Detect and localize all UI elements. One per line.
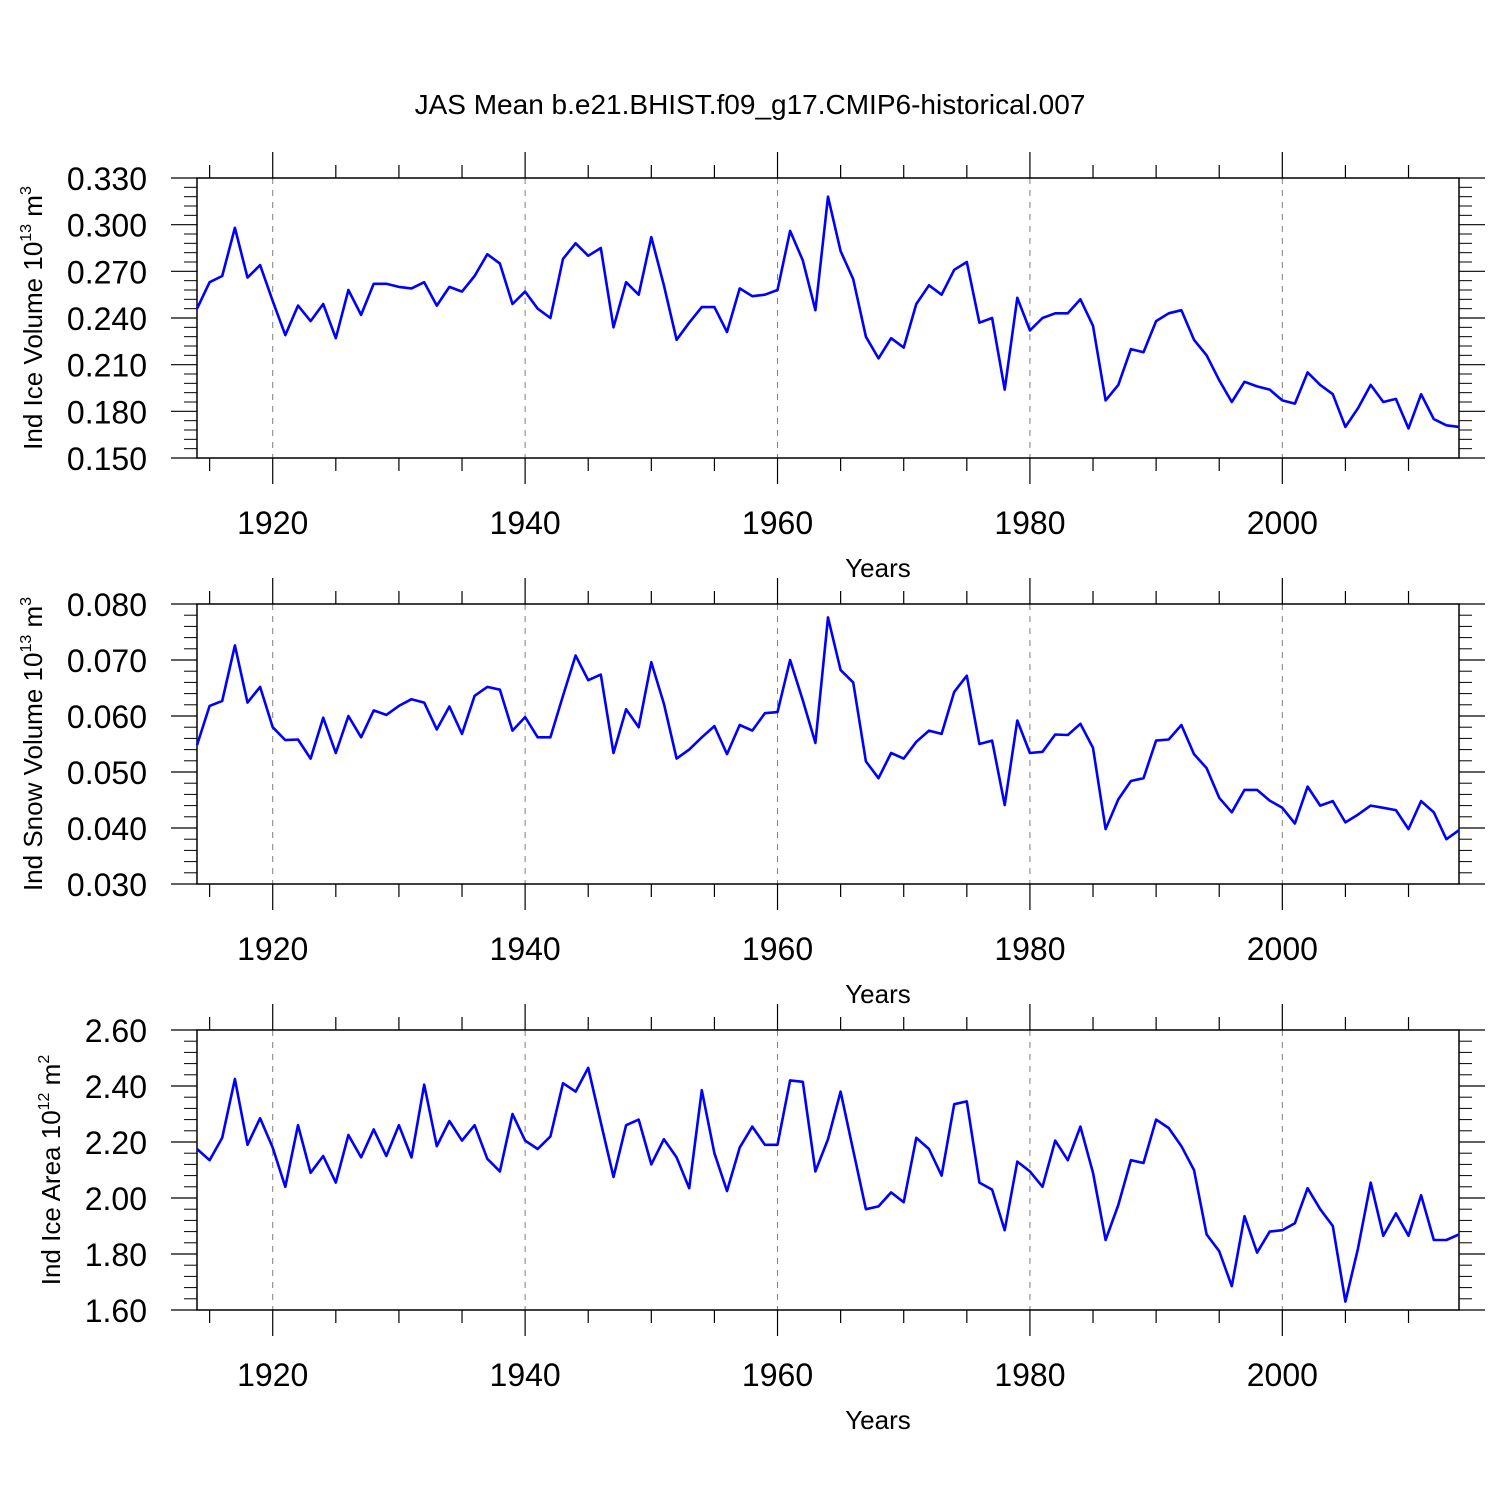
x-tick-label-1920: 1920: [237, 505, 308, 541]
plot-frame: [196, 1029, 1460, 1311]
y-axis-label-unit: m: [36, 1064, 66, 1093]
y-axis-label-unit: m: [18, 606, 48, 635]
y-tick-label: 0.040: [67, 811, 147, 847]
y-axis-label-unit-exponent: 3: [18, 597, 35, 606]
y-axis-label-unit-exponent: 2: [36, 1055, 53, 1064]
y-tick-label: 0.180: [67, 394, 147, 430]
y-axis-label-main: Ind Snow Volume 10: [18, 653, 48, 892]
x-tick-label-1940: 1940: [490, 931, 561, 967]
panel-ice-volume: 1920 1940 1960 1980 2000 Years 0.150 0.180 0.210…: [18, 152, 1485, 583]
y-tick-label: 2.60: [85, 1013, 147, 1049]
x-axis-label: Years: [845, 553, 911, 583]
y-axis-label-unit-exponent: 3: [18, 186, 35, 195]
y-axis-label-main: Ind Ice Volume 10: [18, 242, 48, 450]
x-tick-label-2000: 2000: [1247, 505, 1318, 541]
x-tick-label-1980: 1980: [994, 505, 1065, 541]
y-tick-label: 0.150: [67, 441, 147, 477]
y-tick-label: 1.80: [85, 1237, 147, 1273]
y-axis-label-exponent: 13: [18, 635, 35, 653]
figure-title: JAS Mean b.e21.BHIST.f09_g17.CMIP6-histo…: [415, 89, 1086, 120]
y-axis-label-unit: m: [18, 195, 48, 224]
y-axis-label-exponent: 12: [36, 1092, 53, 1110]
panel-snow-volume: 1920 1940 1960 1980 2000 Years 0.030 0.040 0.050…: [18, 578, 1485, 1009]
x-axis-label: Years: [845, 979, 911, 1009]
y-tick-label: 2.20: [85, 1125, 147, 1161]
x-tick-label-1960: 1960: [742, 1357, 813, 1393]
x-tick-label-1980: 1980: [994, 931, 1065, 967]
y-axis-label: Ind Snow Volume 1013 m3: [18, 597, 48, 891]
x-axis-label: Years: [845, 1405, 911, 1435]
x-tick-label-1960: 1960: [742, 931, 813, 967]
y-tick-label: 0.030: [67, 867, 147, 903]
y-tick-label: 0.330: [67, 161, 147, 197]
series-line-ice-volume: [195, 195, 1460, 430]
y-tick-label: 0.210: [67, 348, 147, 384]
y-tick-label: 0.080: [67, 587, 147, 623]
y-tick-label: 2.00: [85, 1181, 147, 1217]
x-tick-label-1920: 1920: [237, 931, 308, 967]
series-line-ice-area: [196, 1066, 1460, 1303]
y-axis-label-exponent: 13: [18, 224, 35, 242]
x-tick-label-1940: 1940: [490, 1357, 561, 1393]
x-tick-label-1960: 1960: [742, 505, 813, 541]
x-tick-label-1920: 1920: [237, 1357, 308, 1393]
series-line-snow-volume: [195, 616, 1460, 841]
y-tick-label: 0.240: [67, 301, 147, 337]
x-tick-label-2000: 2000: [1247, 1357, 1318, 1393]
y-tick-label: 0.070: [67, 643, 147, 679]
x-tick-label-1980: 1980: [994, 1357, 1065, 1393]
x-tick-label-1940: 1940: [490, 505, 561, 541]
y-axis-label: Ind Ice Volume 1013 m3: [18, 186, 48, 450]
plot-frame: [196, 177, 1460, 459]
x-tick-label-2000: 2000: [1247, 931, 1318, 967]
y-axis-label: Ind Ice Area 1012 m2: [36, 1055, 66, 1286]
y-tick-label: 0.060: [67, 699, 147, 735]
panel-ice-area: 1920 1940 1960 1980 2000 Years 1.60 1.80 2.00 2.2…: [36, 1004, 1485, 1435]
y-tick-label: 2.40: [85, 1069, 147, 1105]
y-tick-label: 1.60: [85, 1293, 147, 1329]
y-tick-label: 0.270: [67, 254, 147, 290]
plot-frame: [196, 603, 1460, 885]
y-axis-label-main: Ind Ice Area 10: [36, 1110, 66, 1285]
y-tick-label: 0.050: [67, 755, 147, 791]
y-tick-label: 0.300: [67, 208, 147, 244]
